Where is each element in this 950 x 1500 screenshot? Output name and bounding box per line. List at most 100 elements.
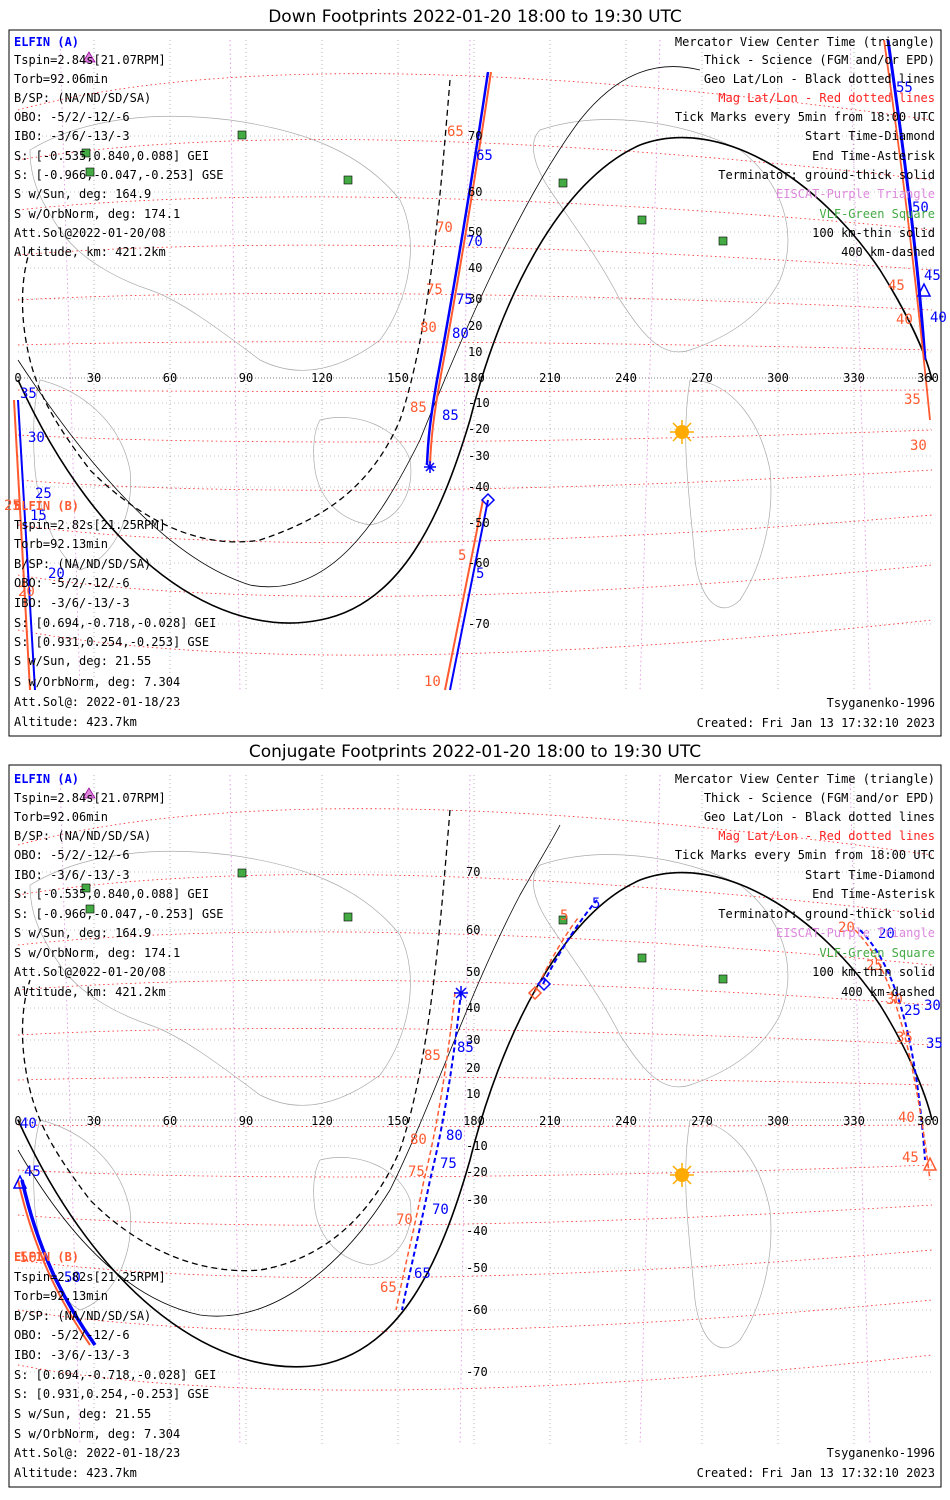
panel-frame: [8, 29, 942, 737]
svg-text:65: 65: [414, 1266, 431, 1282]
svg-text:S: [-0.966,-0.047,-0.253] GSE: S: [-0.966,-0.047,-0.253] GSE: [14, 168, 224, 182]
vlf-square-icons: [81, 868, 728, 984]
svg-text:B/SP: (NA/ND/SD/SA): B/SP: (NA/ND/SD/SA): [14, 1309, 151, 1323]
svg-text:20: 20: [838, 920, 855, 936]
svg-text:Thick - Science (FGM and/or EP: Thick - Science (FGM and/or EPD): [704, 53, 935, 67]
svg-text:S w/Sun, deg: 164.9: S w/Sun, deg: 164.9: [14, 187, 151, 201]
svg-text:OBO: -5/2/-12/-6: OBO: -5/2/-12/-6: [14, 576, 130, 590]
svg-text:Torb=92.06min: Torb=92.06min: [14, 810, 108, 824]
panel-conjugate: Conjugate Footprints 2022-01-20 18:00 to…: [8, 742, 943, 1488]
panel-down: Down Footprints 2022-01-20 18:00 to 19:3…: [4, 7, 947, 737]
svg-text:-40: -40: [468, 480, 490, 494]
svg-text:Altitude: 423.7km: Altitude: 423.7km: [14, 715, 137, 729]
svg-text:85: 85: [410, 400, 427, 416]
sun-icon: [670, 420, 694, 444]
svg-text:65: 65: [380, 1280, 397, 1296]
svg-text:65: 65: [447, 124, 464, 140]
svg-text:Att.Sol@: 2022-01-18/23: Att.Sol@: 2022-01-18/23: [14, 695, 180, 709]
svg-text:70: 70: [432, 1202, 449, 1218]
elfin-b-track: [17, 399, 36, 691]
map-area: [12, 774, 938, 1446]
svg-text:180: 180: [463, 1114, 485, 1128]
svg-text:60: 60: [468, 185, 482, 199]
svg-text:30: 30: [886, 992, 903, 1008]
svg-text:S: [-0.535,0.840,0.088] GEI: S: [-0.535,0.840,0.088] GEI: [14, 149, 209, 163]
svg-text:360: 360: [917, 371, 939, 385]
svg-text:10: 10: [424, 674, 441, 690]
svg-text:S w/OrbNorm, deg: 174.1: S w/OrbNorm, deg: 174.1: [14, 946, 180, 960]
svg-text:B/SP: (NA/ND/SD/SA): B/SP: (NA/ND/SD/SA): [14, 91, 151, 105]
svg-text:0: 0: [14, 1114, 21, 1128]
created-timestamp: Created: Fri Jan 13 17:32:10 2023: [697, 716, 935, 730]
svg-text:75: 75: [426, 282, 443, 298]
end-asterisk-icon: [454, 986, 468, 1000]
svg-text:20: 20: [466, 1061, 480, 1075]
svg-text:Altitude, km: 421.2km: Altitude, km: 421.2km: [14, 245, 166, 259]
svg-text:120: 120: [311, 1114, 333, 1128]
svg-text:Mag Lat/Lon - Red dotted lines: Mag Lat/Lon - Red dotted lines: [718, 91, 935, 105]
svg-text:0: 0: [14, 371, 21, 385]
elfin-a-track-south: [449, 499, 489, 691]
svg-text:40: 40: [930, 310, 947, 326]
lon-ticks: 0 30 60 90 120 150 180 210 240 270 300 3…: [14, 1114, 938, 1128]
svg-text:400 km-dashed: 400 km-dashed: [841, 245, 935, 259]
terminator: [17, 136, 933, 624]
legend: Mercator View Center Time (triangle) Thi…: [675, 772, 936, 999]
svg-text:S w/Sun, deg: 21.55: S w/Sun, deg: 21.55: [14, 654, 151, 668]
svg-text:60: 60: [163, 1114, 177, 1128]
lat-ticks: 70 60 50 40 30 20 10 -10 -20 -30 -40 -50…: [468, 129, 490, 631]
svg-text:30: 30: [924, 998, 941, 1014]
svg-text:-50: -50: [468, 516, 490, 530]
svg-text:Att.Sol@2022-01-20/08: Att.Sol@2022-01-20/08: [14, 965, 166, 979]
svg-text:40: 40: [898, 1110, 915, 1126]
svg-text:EISCAT-Purple Triangle: EISCAT-Purple Triangle: [776, 926, 935, 940]
svg-text:IBO: -3/6/-13/-3: IBO: -3/6/-13/-3: [14, 129, 130, 143]
svg-text:70: 70: [436, 220, 453, 236]
svg-text:Altitude: 423.7km: Altitude: 423.7km: [14, 1466, 137, 1480]
svg-text:ELFIN (A): ELFIN (A): [14, 35, 79, 49]
svg-text:70: 70: [466, 865, 480, 879]
svg-text:45: 45: [24, 1164, 41, 1180]
svg-text:S: [0.694,-0.718,-0.028] GEI: S: [0.694,-0.718,-0.028] GEI: [14, 1368, 216, 1382]
svg-text:Terminator: ground-thick solid: Terminator: ground-thick solid: [718, 168, 935, 182]
svg-text:B/SP: (NA/ND/SD/SA): B/SP: (NA/ND/SD/SA): [14, 557, 151, 571]
svg-text:Altitude, km: 421.2km: Altitude, km: 421.2km: [14, 985, 166, 999]
svg-text:VLF-Green Square: VLF-Green Square: [819, 207, 935, 221]
panel-title: Down Footprints 2022-01-20 18:00 to 19:3…: [268, 7, 682, 27]
svg-text:-40: -40: [466, 1224, 488, 1238]
svg-text:Tick Marks every 5min from 18:: Tick Marks every 5min from 18:00 UTC: [675, 848, 935, 862]
svg-text:-60: -60: [468, 556, 490, 570]
svg-text:150: 150: [387, 1114, 409, 1128]
elfin-a-track-north: [542, 899, 598, 985]
svg-text:10: 10: [466, 1087, 480, 1101]
svg-text:Tspin=2.82s[21.25RPM]: Tspin=2.82s[21.25RPM]: [14, 518, 166, 532]
svg-text:90: 90: [239, 1114, 253, 1128]
svg-text:VLF-Green Square: VLF-Green Square: [819, 946, 935, 960]
svg-text:50: 50: [468, 225, 482, 239]
elfin-b-track: [20, 1179, 97, 1347]
created-timestamp: Created: Fri Jan 13 17:32:10 2023: [697, 1466, 935, 1480]
svg-text:30: 30: [28, 430, 45, 446]
sun-icon: [670, 1163, 694, 1187]
svg-text:240: 240: [615, 1114, 637, 1128]
svg-text:IBO: -3/6/-13/-3: IBO: -3/6/-13/-3: [14, 1348, 130, 1362]
svg-text:10: 10: [468, 345, 482, 359]
svg-text:End Time-Asterisk: End Time-Asterisk: [812, 149, 936, 163]
svg-text:35: 35: [20, 386, 37, 402]
mag-grid-lines: [17, 808, 933, 1391]
svg-text:50: 50: [912, 200, 929, 216]
svg-text:5: 5: [560, 908, 568, 924]
400km-dashed: [21, 79, 451, 543]
svg-text:75: 75: [456, 292, 473, 308]
svg-text:50: 50: [64, 1270, 81, 1286]
svg-text:S: [0.931,0.254,-0.253] GSE: S: [0.931,0.254,-0.253] GSE: [14, 1387, 209, 1401]
svg-text:S w/OrbNorm, deg: 7.304: S w/OrbNorm, deg: 7.304: [14, 675, 180, 689]
svg-text:45: 45: [924, 268, 941, 284]
geo-grid-lines: [18, 775, 932, 1445]
svg-text:70: 70: [466, 234, 483, 250]
lat-ticks: 70 60 50 40 30 20 10 -10 -20 -30 -40 -50…: [466, 865, 488, 1379]
svg-text:Att.Sol@2022-01-20/08: Att.Sol@2022-01-20/08: [14, 226, 166, 240]
svg-text:Terminator: ground-thick solid: Terminator: ground-thick solid: [718, 907, 935, 921]
svg-text:25: 25: [4, 498, 21, 514]
svg-text:Start Time-Diamond: Start Time-Diamond: [805, 868, 935, 882]
